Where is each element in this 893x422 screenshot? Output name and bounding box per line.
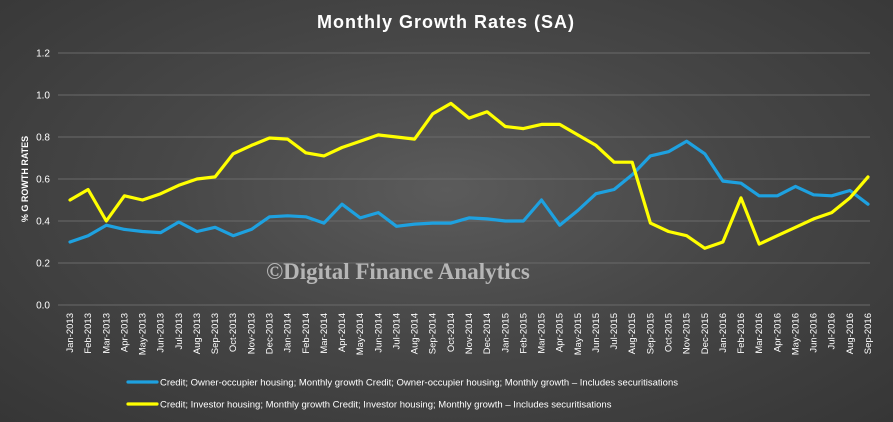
x-tick-label: Mar-2014 [319, 313, 330, 354]
x-tick-label: Aug-2013 [192, 313, 203, 354]
legend: Credit; Owner-occupier housing; Monthly … [126, 378, 678, 411]
x-tick-label: Feb-2016 [736, 313, 747, 354]
x-tick-label: May-2015 [573, 313, 584, 355]
y-tick-label: 0.8 [36, 133, 50, 144]
x-tick-label: Dec-2013 [265, 313, 276, 354]
x-tick-label: Oct-2013 [228, 313, 239, 352]
x-tick-label: Jan-2013 [65, 313, 76, 353]
y-tick-label: 0.2 [36, 259, 50, 270]
series-line-owner-occupier [68, 139, 870, 244]
x-tick-label: Sep-2013 [210, 313, 221, 354]
x-tick-label: Oct-2014 [446, 313, 457, 352]
legend-label: Credit; Owner-occupier housing; Monthly … [160, 378, 678, 389]
x-tick-label: Sep-2015 [645, 313, 656, 354]
x-tick-label: Jun-2014 [373, 313, 384, 353]
x-tick-label: Mar-2013 [101, 313, 112, 354]
y-tick-label: 1.2 [36, 49, 50, 60]
y-tick-label: 0.0 [36, 301, 50, 312]
x-tick-label: Feb-2015 [518, 313, 529, 354]
chart-title: Monthly Growth Rates (SA) [317, 12, 575, 32]
x-tick-label: Aug-2014 [410, 313, 421, 354]
x-tick-label: Jul-2014 [391, 313, 402, 349]
y-tick-label: 0.6 [36, 175, 50, 186]
x-tick-label: Jun-2016 [809, 313, 820, 353]
x-tick-label: Jul-2015 [609, 313, 620, 349]
x-tick-label: Jan-2015 [500, 313, 511, 353]
y-tick-label: 1.0 [36, 91, 50, 102]
x-tick-label: Oct-2015 [664, 313, 675, 352]
x-tick-label: Apr-2013 [119, 313, 130, 352]
x-tick-label: Nov-2014 [464, 313, 475, 354]
x-tick-label: Jan-2014 [283, 313, 294, 353]
x-tick-label: May-2013 [138, 313, 149, 355]
series-line-investor [68, 101, 870, 250]
x-tick-label: Apr-2015 [555, 313, 566, 352]
x-tick-label: Mar-2016 [754, 313, 765, 354]
x-tick-label: Feb-2014 [301, 313, 312, 354]
y-axis-label: % G ROWTH RATES [20, 136, 30, 222]
x-tick-label: Dec-2014 [482, 313, 493, 354]
x-tick-label: Apr-2014 [337, 313, 348, 352]
y-tick-label: 0.4 [36, 217, 50, 228]
x-tick-label: Nov-2013 [246, 313, 257, 354]
series-lines [68, 101, 870, 250]
x-tick-label: Sep-2014 [428, 313, 439, 354]
x-tick-label: Jun-2013 [156, 313, 167, 353]
legend-label: Credit; Investor housing; Monthly growth… [160, 400, 612, 411]
x-tick-label: May-2014 [355, 313, 366, 355]
x-tick-label: Jun-2015 [591, 313, 602, 353]
x-tick-label: Jan-2016 [718, 313, 729, 353]
x-tick-label: May-2016 [790, 313, 801, 355]
x-tick-label: Jul-2016 [827, 313, 838, 349]
x-tick-label: Aug-2015 [627, 313, 638, 354]
y-axis-ticks: 0.0 0.2 0.4 0.6 0.8 1.0 1.2 [36, 49, 50, 312]
watermark: ©Digital Finance Analytics [266, 259, 530, 284]
x-tick-label: Mar-2015 [537, 313, 548, 354]
x-tick-label: Feb-2013 [83, 313, 94, 354]
x-tick-label: Aug-2016 [845, 313, 856, 354]
x-tick-label: Sep-2016 [863, 313, 874, 354]
x-tick-label: Dec-2015 [700, 313, 711, 354]
x-tick-label: Jul-2013 [174, 313, 185, 349]
x-tick-label: Nov-2015 [682, 313, 693, 354]
x-tick-label: Apr-2016 [772, 313, 783, 352]
x-axis-ticks: Jan-2013 Feb-2013 Mar-2013 Apr-2013 May-2013… [65, 313, 874, 355]
